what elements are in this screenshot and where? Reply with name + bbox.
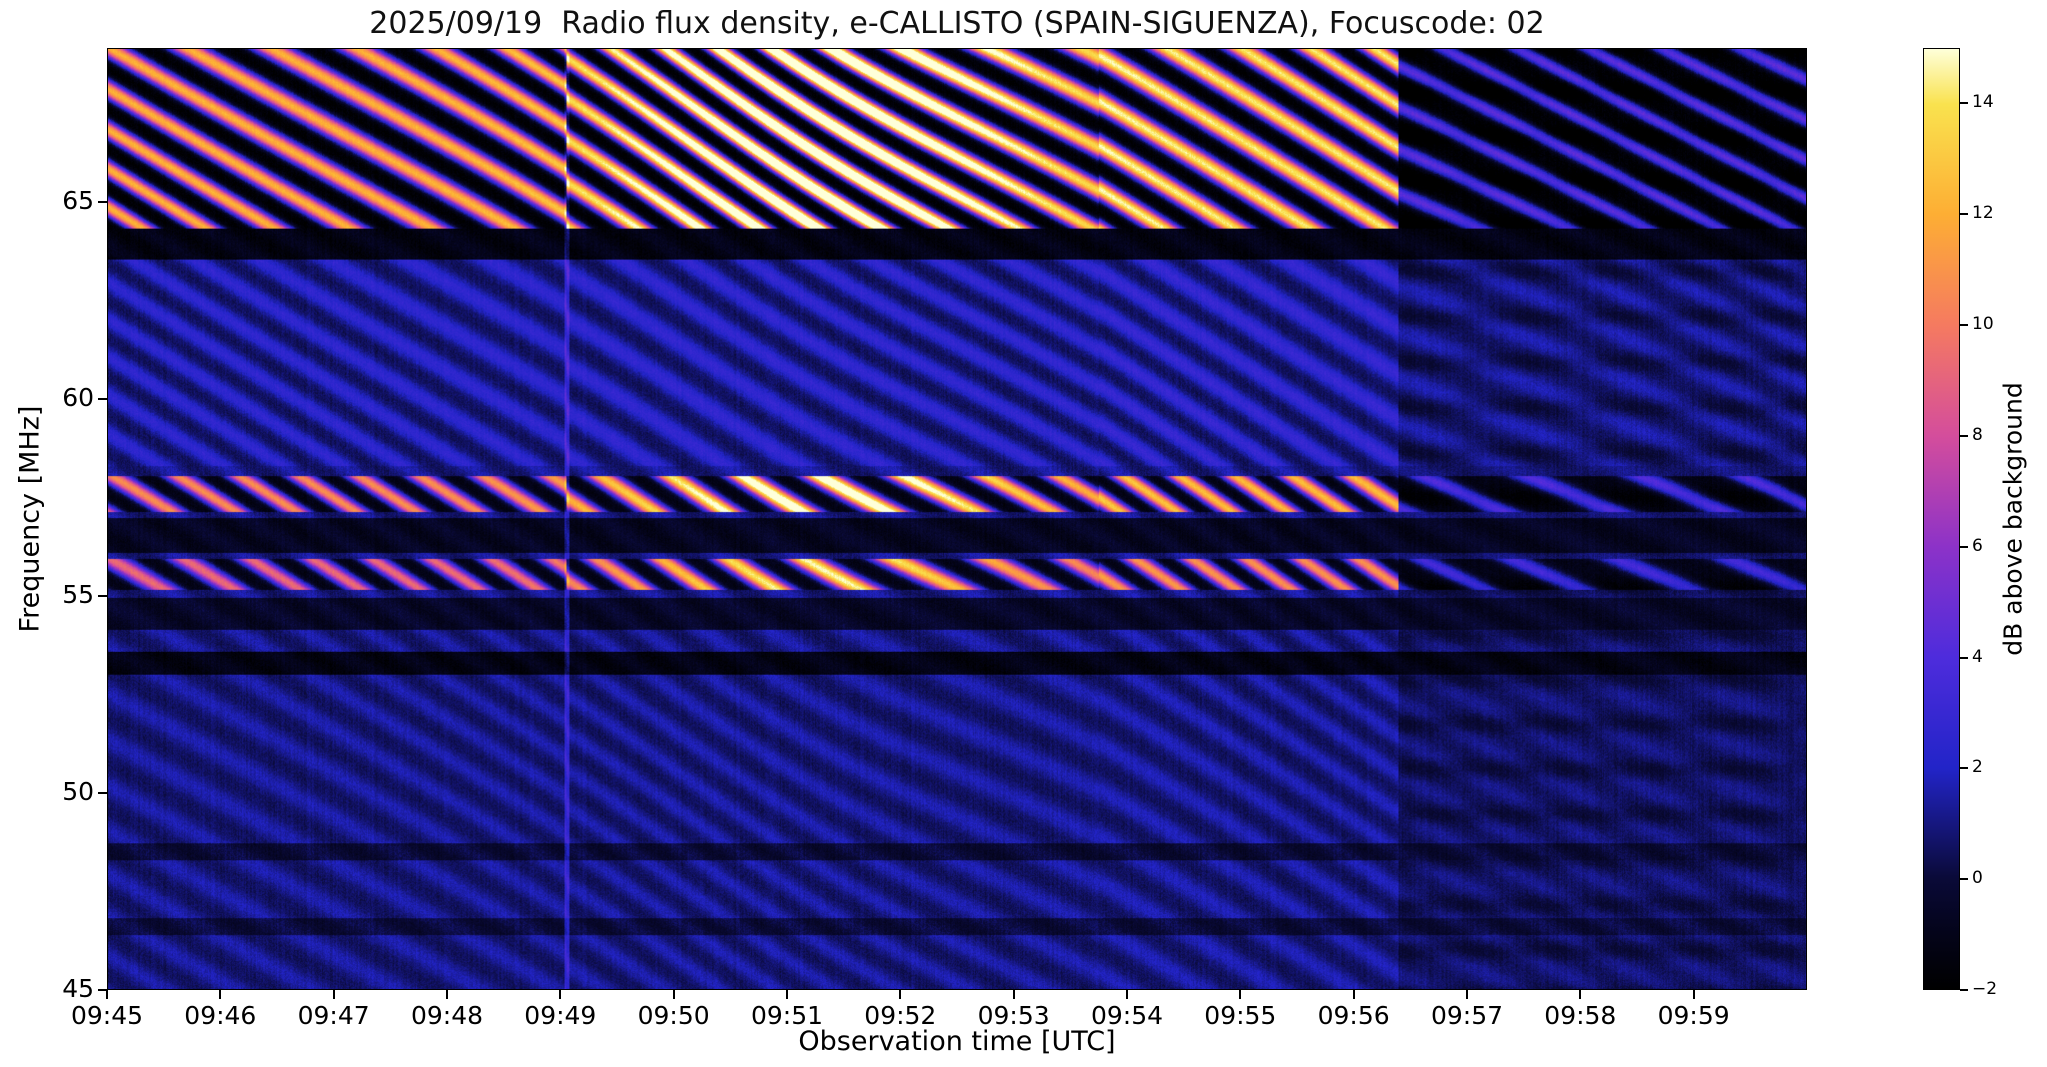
x-tick	[1126, 990, 1128, 999]
chart-title: 2025/09/19 Radio flux density, e-CALLIST…	[369, 6, 1545, 41]
y-tick	[98, 200, 107, 203]
y-tick-label: 45	[62, 974, 94, 1003]
colorbar-tick-label: 2	[1972, 757, 1983, 778]
x-tick	[1352, 990, 1355, 999]
x-tick-label: 09:51	[750, 1001, 824, 1030]
x-tick	[106, 990, 108, 999]
x-tick	[1579, 990, 1582, 999]
x-tick	[332, 990, 335, 999]
colorbar-tick-label: 10	[1972, 314, 1994, 335]
x-tick	[1466, 990, 1468, 999]
colorbar-tick-label: 8	[1972, 424, 1983, 445]
x-tick-label: 09:52	[864, 1001, 937, 1030]
colorbar-tick	[1960, 878, 1968, 881]
colorbar-gradient	[1924, 49, 1959, 989]
y-tick-label: 60	[62, 382, 94, 412]
colorbar-tick	[1960, 434, 1968, 437]
x-axis-label: Observation time [UTC]	[798, 1026, 1116, 1057]
x-tick-label: 09:48	[410, 1001, 484, 1030]
x-tick-label: 09:46	[184, 1001, 257, 1030]
x-tick	[1692, 990, 1695, 999]
x-tick-label: 09:54	[1090, 1001, 1164, 1030]
y-tick	[98, 397, 107, 400]
x-tick-label: 09:53	[977, 1001, 1050, 1030]
colorbar-tick	[1960, 656, 1968, 659]
colorbar-tick	[1960, 767, 1968, 770]
x-tick-label: 09:45	[70, 1001, 144, 1030]
x-tick	[899, 990, 902, 999]
colorbar	[1923, 48, 1960, 990]
x-tick-label: 09:59	[1657, 1001, 1730, 1030]
spectrogram-canvas	[108, 49, 1806, 989]
x-tick	[446, 990, 448, 999]
x-tick-label: 09:55	[1204, 1001, 1277, 1030]
x-tick-label: 09:47	[297, 1001, 370, 1030]
y-tick-label: 50	[62, 776, 94, 806]
x-tick	[1012, 990, 1015, 999]
x-tick-label: 09:49	[524, 1001, 597, 1030]
colorbar-tick	[1960, 324, 1968, 327]
colorbar-tick	[1960, 989, 1968, 991]
colorbar-tick-label: −2	[1972, 979, 1998, 999]
x-tick-label: 09:56	[1317, 1001, 1390, 1030]
x-tick	[559, 990, 562, 999]
colorbar-tick-label: 12	[1972, 203, 1994, 224]
x-tick	[1239, 990, 1242, 999]
y-tick-label: 55	[62, 579, 94, 609]
y-tick	[98, 791, 107, 794]
colorbar-tick-label: 0	[1972, 868, 1983, 889]
y-tick	[98, 989, 107, 991]
colorbar-tick-label: 14	[1972, 92, 1994, 113]
x-tick	[786, 990, 788, 999]
y-tick	[98, 594, 107, 597]
colorbar-tick-label: 4	[1972, 646, 1983, 667]
colorbar-tick	[1960, 213, 1968, 216]
colorbar-label: dB above background	[1998, 382, 2028, 656]
x-tick	[219, 990, 222, 999]
colorbar-tick	[1960, 102, 1968, 105]
x-tick-label: 09:58	[1544, 1001, 1617, 1030]
colorbar-tick	[1960, 545, 1968, 548]
y-tick-label: 65	[62, 185, 94, 215]
colorbar-tick-label: 6	[1972, 535, 1983, 556]
x-tick-label: 09:50	[637, 1001, 710, 1030]
x-tick	[672, 990, 675, 999]
spectrogram-plot	[107, 48, 1807, 990]
x-tick-label: 09:57	[1430, 1001, 1504, 1030]
